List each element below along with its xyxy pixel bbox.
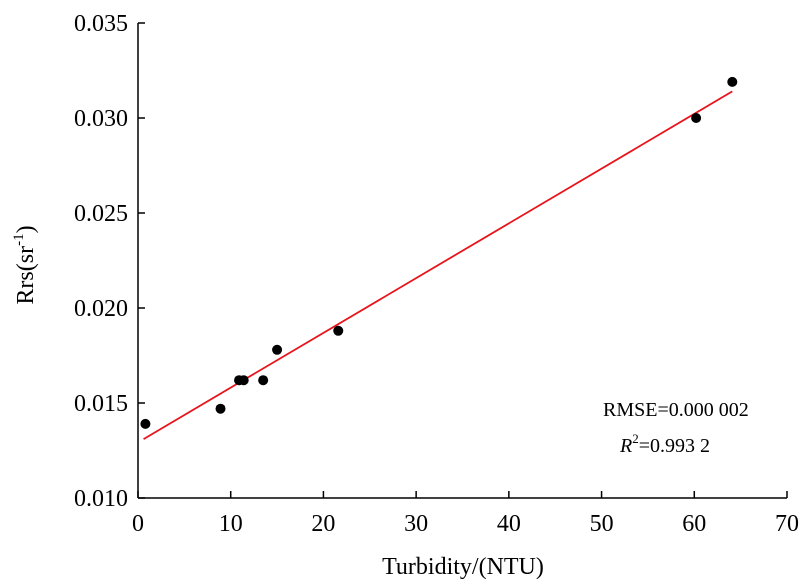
stats-annotation: RMSE=0.000 002 R2=0.993 2 [603, 399, 749, 457]
plot-area: 0 10 20 30 40 50 60 70 0.010 0.015 0.020 0.025 0.030… [74, 11, 799, 537]
y-tick-label: 0.035 [74, 11, 128, 37]
x-tick-label: 60 [682, 511, 706, 537]
data-point [215, 403, 226, 414]
x-tick-label: 20 [311, 511, 335, 537]
x-tick-label: 0 [132, 511, 144, 537]
data-point [333, 325, 344, 336]
y-axis-title-close: ) [13, 225, 39, 233]
x-tick-label: 10 [219, 511, 243, 537]
rmse-text: RMSE=0.000 002 [603, 399, 749, 421]
regression-line [143, 90, 733, 440]
x-axis-title: Turbidity/(NTU) [382, 554, 544, 580]
data-point [272, 344, 283, 355]
y-axis-title-group: Rrs(sr-1) [11, 225, 39, 304]
x-tick-label: 50 [590, 511, 614, 537]
x-axis-title-group: Turbidity/(NTU) [382, 554, 544, 580]
y-tick-label: 0.030 [74, 106, 128, 132]
y-tick-label: 0.025 [74, 201, 128, 227]
y-tick-label: 0.020 [74, 296, 128, 322]
x-tick-label: 30 [404, 511, 428, 537]
r2-text: R2=0.993 2 [619, 431, 710, 457]
x-tick-label: 40 [497, 511, 521, 537]
r2-value: =0.993 2 [639, 435, 710, 457]
y-axis-title-sup: -1 [11, 233, 27, 246]
data-point [691, 113, 702, 123]
data-point [727, 76, 738, 87]
data-point [238, 375, 249, 386]
data-point [258, 375, 269, 386]
y-axis-title-base: Rrs(sr [13, 246, 39, 305]
x-tick-label: 70 [775, 511, 799, 537]
r2-symbol: R [619, 435, 632, 457]
data-point [140, 418, 151, 429]
y-tick-label: 0.015 [74, 391, 128, 417]
r2-superscript: 2 [632, 431, 639, 446]
y-axis-title: Rrs(sr-1) [11, 225, 39, 304]
y-tick-label: 0.010 [74, 486, 128, 512]
